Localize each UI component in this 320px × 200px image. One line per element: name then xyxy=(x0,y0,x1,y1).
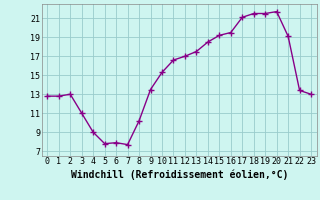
X-axis label: Windchill (Refroidissement éolien,°C): Windchill (Refroidissement éolien,°C) xyxy=(70,169,288,180)
